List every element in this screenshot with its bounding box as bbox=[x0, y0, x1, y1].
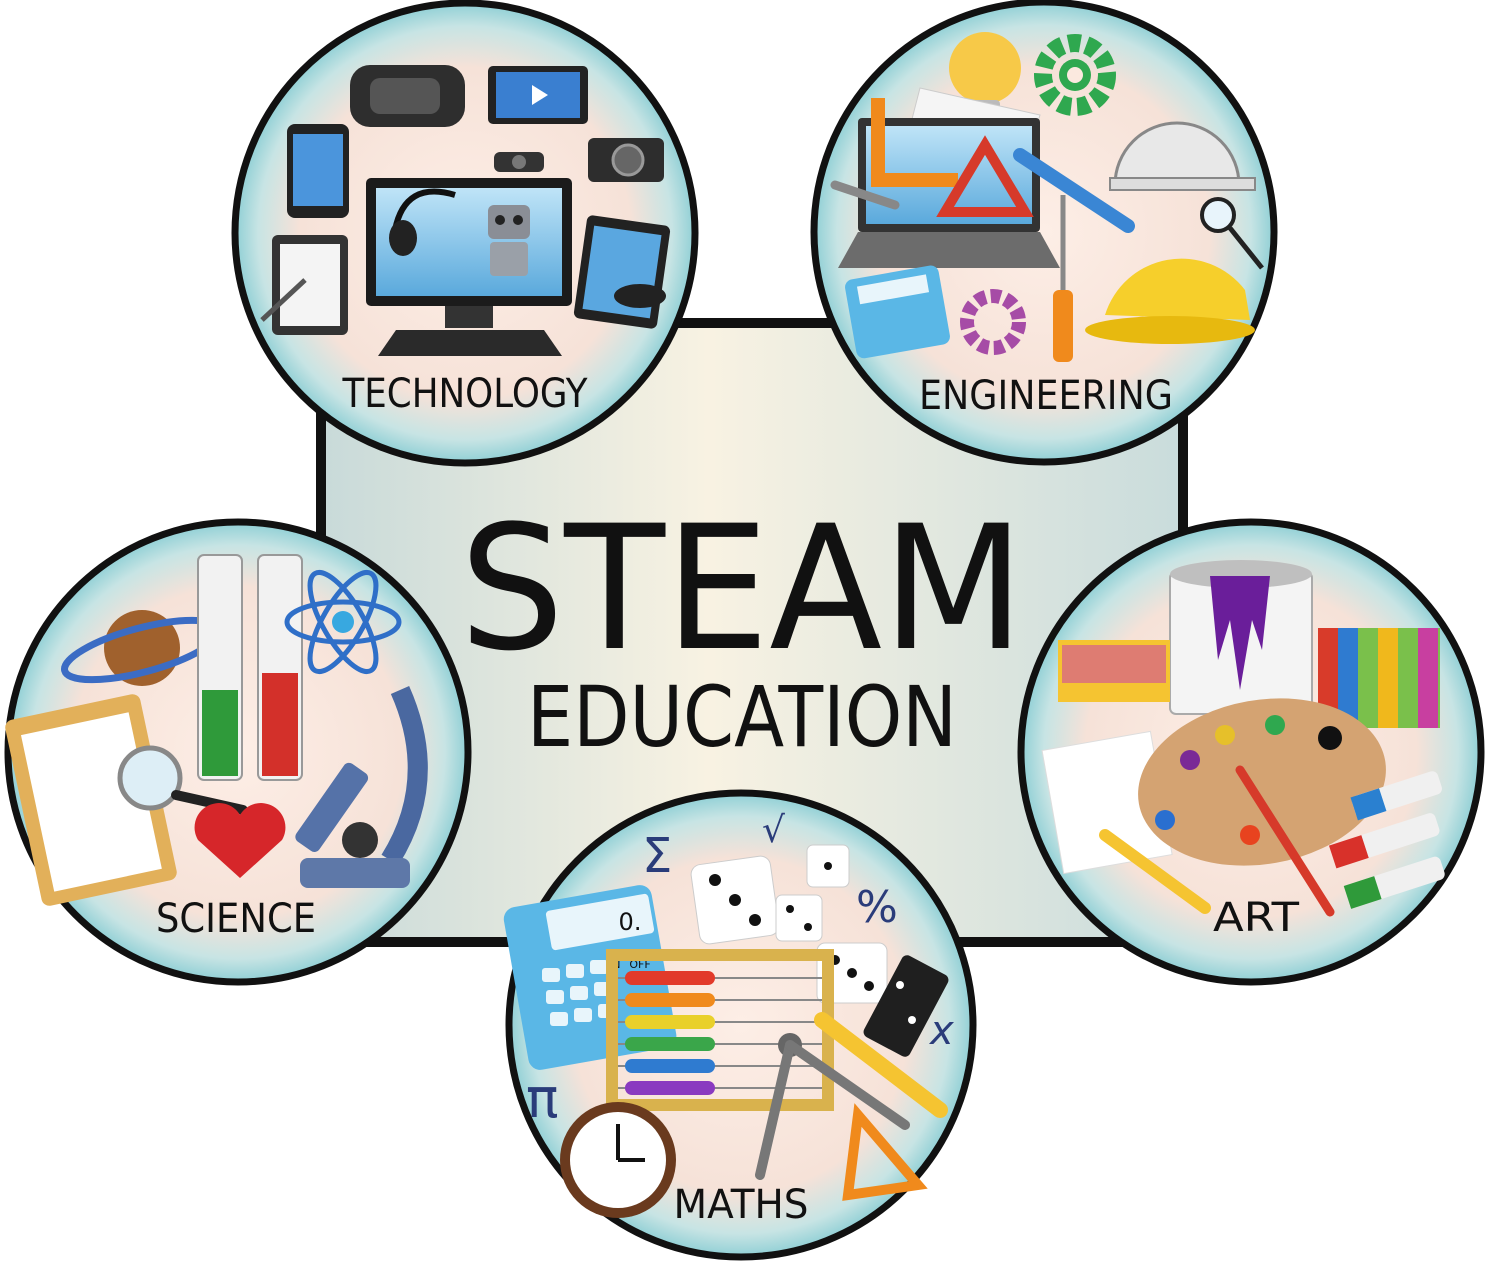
vr-headset-icon bbox=[350, 65, 465, 127]
palette-icon bbox=[1138, 698, 1386, 866]
calculator-icon bbox=[845, 265, 950, 359]
tablet-video-icon bbox=[488, 66, 588, 124]
gear-green-icon bbox=[1034, 34, 1116, 116]
steam-title: STEAM bbox=[460, 488, 1025, 689]
technology-label: TECHNOLOGY bbox=[342, 371, 588, 417]
pencil-icon bbox=[1099, 829, 1211, 914]
webcam-icon bbox=[494, 152, 544, 172]
paintbrush-icon bbox=[1235, 765, 1335, 917]
test-tube-green-icon bbox=[197, 554, 243, 781]
crayons-icon bbox=[1318, 628, 1440, 728]
magnifier-icon bbox=[1200, 197, 1264, 270]
education-subtitle: EDUCATION bbox=[527, 668, 957, 766]
pencil-icon bbox=[814, 1012, 948, 1118]
sigma-symbol: Σ bbox=[642, 828, 672, 884]
dice-icon bbox=[690, 844, 888, 1004]
science-label: SCIENCE bbox=[156, 896, 316, 942]
triangle-ruler-icon bbox=[842, 1103, 928, 1201]
science-circle: SCIENCE bbox=[4, 518, 472, 986]
domino-icon bbox=[863, 955, 949, 1057]
protractor-icon bbox=[1109, 121, 1256, 191]
colored-pencils-icon bbox=[1058, 640, 1170, 702]
pencil-icon bbox=[1013, 148, 1135, 233]
drawing-tablet-icon bbox=[260, 235, 348, 335]
sqrt-symbol: √ bbox=[762, 810, 785, 851]
paint-can-icon bbox=[1169, 560, 1313, 715]
percent-symbol: % bbox=[856, 882, 898, 933]
calculator-off-key: OFF bbox=[629, 958, 650, 971]
headset-icon bbox=[389, 188, 456, 256]
calculator-display: 0. bbox=[619, 908, 642, 936]
test-tube-red-icon bbox=[257, 554, 303, 781]
laptop-tablet-icon bbox=[573, 215, 671, 329]
microscope-icon bbox=[295, 685, 428, 888]
gear-purple-icon bbox=[960, 289, 1026, 355]
screwdriver-icon bbox=[1053, 195, 1073, 362]
heart-icon bbox=[194, 803, 286, 878]
maths-circle: Σ √ % π x 0. ON OFF bbox=[503, 789, 977, 1261]
smartphone-icon bbox=[287, 124, 349, 218]
paint-tubes-icon bbox=[1328, 771, 1445, 909]
pi-symbol: π bbox=[526, 1067, 559, 1130]
hard-hat-icon bbox=[1085, 258, 1255, 344]
technology-circle: TECHNOLOGY bbox=[231, 0, 699, 467]
camera-icon bbox=[588, 138, 664, 182]
x-symbol: x bbox=[928, 1008, 954, 1054]
wrench-icon bbox=[830, 180, 900, 210]
atom-icon bbox=[284, 569, 402, 675]
set-square-icon bbox=[871, 98, 1034, 217]
compass-icon bbox=[755, 1033, 910, 1180]
clock-icon bbox=[560, 1102, 676, 1218]
art-label: ART bbox=[1213, 895, 1300, 941]
engineering-circle: ENGINEERING bbox=[810, 0, 1278, 466]
robot-icon bbox=[488, 205, 530, 276]
maths-label: MATHS bbox=[674, 1182, 809, 1228]
engineering-label: ENGINEERING bbox=[919, 373, 1173, 419]
art-circle: ART bbox=[1017, 518, 1485, 986]
